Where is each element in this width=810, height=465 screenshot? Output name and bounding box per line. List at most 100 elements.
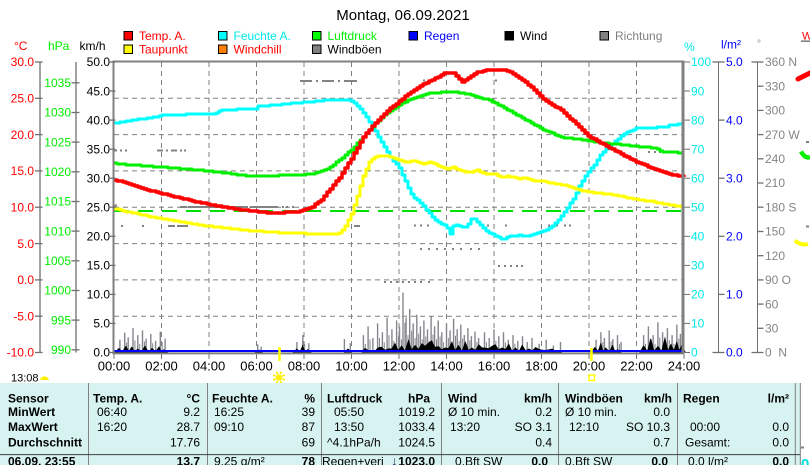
svg-text:360 N: 360 N <box>765 55 797 69</box>
svg-text:35.0: 35.0 <box>87 142 111 156</box>
svg-text:300: 300 <box>765 104 785 118</box>
svg-text:30: 30 <box>691 259 705 273</box>
svg-text:0.0: 0.0 <box>17 273 34 287</box>
svg-text:16:20: 16:20 <box>97 420 127 434</box>
svg-text:90 O: 90 O <box>765 273 791 287</box>
svg-text:12:10: 12:10 <box>569 420 599 434</box>
svg-text:0.4: 0.4 <box>535 436 552 450</box>
svg-text:80: 80 <box>691 113 705 127</box>
svg-text:330: 330 <box>765 79 785 93</box>
svg-text:Feuchte A.: Feuchte A. <box>234 29 291 43</box>
svg-text:Richtung: Richtung <box>615 29 662 43</box>
svg-text:MaxWert: MaxWert <box>8 420 58 434</box>
svg-text:70: 70 <box>691 142 705 156</box>
svg-text:40: 40 <box>691 230 705 244</box>
svg-text:25.0: 25.0 <box>87 200 111 214</box>
svg-text:km/h: km/h <box>524 392 552 406</box>
svg-text:1019.2: 1019.2 <box>398 405 435 419</box>
svg-text:Wind: Wind <box>448 392 477 406</box>
svg-text:%: % <box>684 40 695 54</box>
svg-text:995: 995 <box>51 313 71 327</box>
svg-text:°C: °C <box>14 39 28 53</box>
svg-text:Luftdruck: Luftdruck <box>327 392 383 406</box>
svg-text:100: 100 <box>691 55 711 69</box>
svg-text:Windchill: Windchill <box>234 43 282 57</box>
svg-text:Taupunkt: Taupunkt <box>139 43 188 57</box>
svg-text:10: 10 <box>691 317 705 331</box>
svg-text:Wind: Wind <box>520 29 547 43</box>
svg-text:10.0: 10.0 <box>11 200 35 214</box>
svg-text:W: W <box>802 31 810 43</box>
svg-text:28.7: 28.7 <box>177 420 201 434</box>
svg-text:-10.0: -10.0 <box>7 346 35 360</box>
svg-text:Regen: Regen <box>683 392 720 406</box>
svg-text:08:00: 08:00 <box>288 359 321 374</box>
svg-text:30.0: 30.0 <box>87 171 111 185</box>
svg-text:60: 60 <box>691 171 705 185</box>
svg-text:1.0: 1.0 <box>726 288 743 302</box>
svg-text:18:00: 18:00 <box>525 359 558 374</box>
svg-text:50: 50 <box>691 200 705 214</box>
svg-text:0: 0 <box>691 346 698 360</box>
svg-text:-5.0: -5.0 <box>13 309 34 323</box>
svg-text:13:50: 13:50 <box>334 420 364 434</box>
svg-text:l/m²: l/m² <box>721 38 741 52</box>
svg-text:20.0: 20.0 <box>87 230 111 244</box>
svg-text:15.0: 15.0 <box>87 259 111 273</box>
svg-text:0.0: 0.0 <box>726 346 743 360</box>
svg-text:1020: 1020 <box>44 165 71 179</box>
svg-text:Sensor: Sensor <box>8 392 49 406</box>
svg-text:hPa: hPa <box>408 392 430 406</box>
svg-text:0.7: 0.7 <box>653 436 670 450</box>
svg-text:39: 39 <box>302 405 316 419</box>
svg-text:0.2: 0.2 <box>535 405 552 419</box>
svg-text:22:00: 22:00 <box>620 359 653 374</box>
svg-text:0.0: 0.0 <box>651 454 668 465</box>
svg-text:24:00: 24:00 <box>668 359 701 374</box>
svg-text:0.0: 0.0 <box>93 346 110 360</box>
svg-text:06:00: 06:00 <box>240 359 273 374</box>
svg-text:90: 90 <box>691 84 705 98</box>
svg-text:1005: 1005 <box>44 254 71 268</box>
svg-text:09:10: 09:10 <box>214 420 244 434</box>
svg-text:Windböen: Windböen <box>328 43 382 57</box>
svg-text:1023.0: 1023.0 <box>398 454 435 465</box>
svg-text:180 S: 180 S <box>765 200 796 214</box>
svg-text:2.0: 2.0 <box>726 230 743 244</box>
svg-text:16:00: 16:00 <box>478 359 511 374</box>
svg-text:1015: 1015 <box>44 195 71 209</box>
svg-text:1000: 1000 <box>44 284 71 298</box>
svg-text:°: ° <box>757 39 761 50</box>
svg-text:0.0: 0.0 <box>772 454 789 465</box>
svg-text:0.0: 0.0 <box>653 405 670 419</box>
svg-text:0.0: 0.0 <box>531 454 548 465</box>
svg-text:04:00: 04:00 <box>193 359 226 374</box>
svg-text:°C: °C <box>187 392 201 406</box>
svg-text:0.Bft SW: 0.Bft SW <box>565 454 613 465</box>
svg-text:0.0: 0.0 <box>772 420 789 434</box>
svg-text:1033.4: 1033.4 <box>398 420 435 434</box>
svg-text:km/h: km/h <box>644 392 672 406</box>
svg-text:12:00: 12:00 <box>383 359 416 374</box>
svg-text:990: 990 <box>51 343 71 357</box>
svg-text:Durchschnitt: Durchschnitt <box>8 436 82 450</box>
svg-text:0.Bft SW: 0.Bft SW <box>455 454 503 465</box>
svg-text:10.0: 10.0 <box>87 288 111 302</box>
svg-text:02:00: 02:00 <box>145 359 178 374</box>
svg-text:30: 30 <box>765 321 779 335</box>
svg-text:1035: 1035 <box>44 76 71 90</box>
svg-text:210: 210 <box>765 176 785 190</box>
svg-text:0 N: 0 N <box>765 346 787 360</box>
svg-text:4.0: 4.0 <box>726 113 743 127</box>
svg-text:Montag, 06.09.2021: Montag, 06.09.2021 <box>336 7 469 24</box>
svg-text:Regen+veri: Regen+veri <box>322 454 384 465</box>
svg-text:20.0: 20.0 <box>11 128 35 142</box>
svg-text:3.0: 3.0 <box>726 171 743 185</box>
svg-text:0.0: 0.0 <box>772 436 789 450</box>
svg-text:17.76: 17.76 <box>170 436 200 450</box>
svg-text:1010: 1010 <box>44 224 71 238</box>
svg-text:SO 10.3: SO 10.3 <box>626 420 670 434</box>
svg-text:16:25: 16:25 <box>214 405 244 419</box>
svg-text:Windböen: Windböen <box>565 392 623 406</box>
svg-text:20:00: 20:00 <box>573 359 606 374</box>
